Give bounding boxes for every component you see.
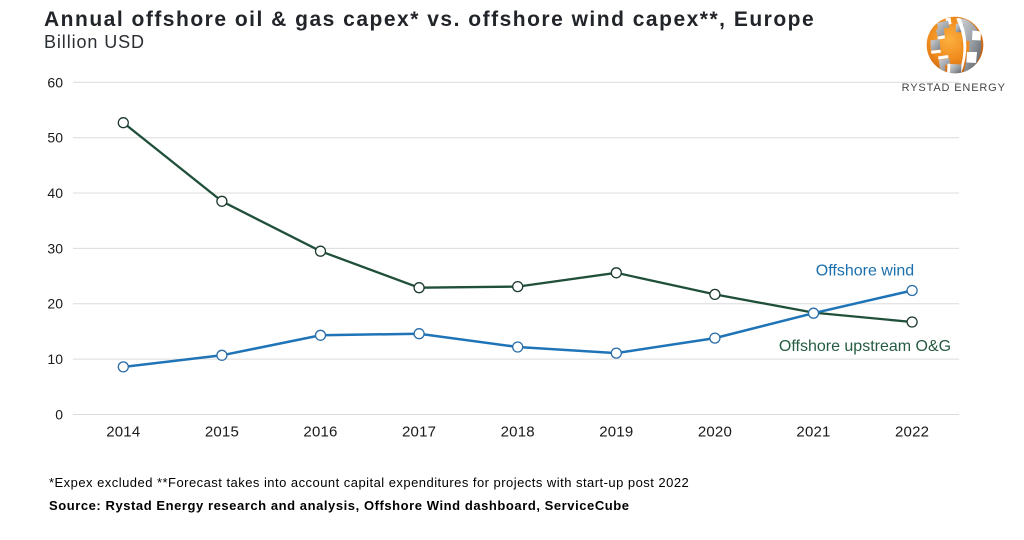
- svg-text:50: 50: [47, 130, 63, 146]
- svg-text:40: 40: [47, 185, 63, 201]
- svg-text:Offshore wind: Offshore wind: [816, 263, 914, 280]
- svg-text:Offshore upstream O&G: Offshore upstream O&G: [779, 338, 951, 355]
- svg-text:60: 60: [47, 74, 63, 90]
- svg-text:2021: 2021: [796, 424, 830, 441]
- svg-text:RYSTAD ENERGY: RYSTAD ENERGY: [902, 82, 1006, 94]
- svg-text:30: 30: [47, 240, 63, 256]
- svg-text:10: 10: [47, 351, 63, 367]
- svg-text:2015: 2015: [205, 424, 239, 441]
- svg-text:2018: 2018: [501, 424, 535, 441]
- svg-text:20: 20: [47, 296, 63, 312]
- svg-text:0: 0: [55, 407, 63, 423]
- svg-text:2022: 2022: [895, 424, 929, 441]
- svg-text:2017: 2017: [402, 424, 436, 441]
- svg-text:2014: 2014: [106, 424, 140, 441]
- svg-text:2020: 2020: [698, 424, 732, 441]
- svg-text:2016: 2016: [303, 424, 337, 441]
- svg-text:2019: 2019: [599, 424, 633, 441]
